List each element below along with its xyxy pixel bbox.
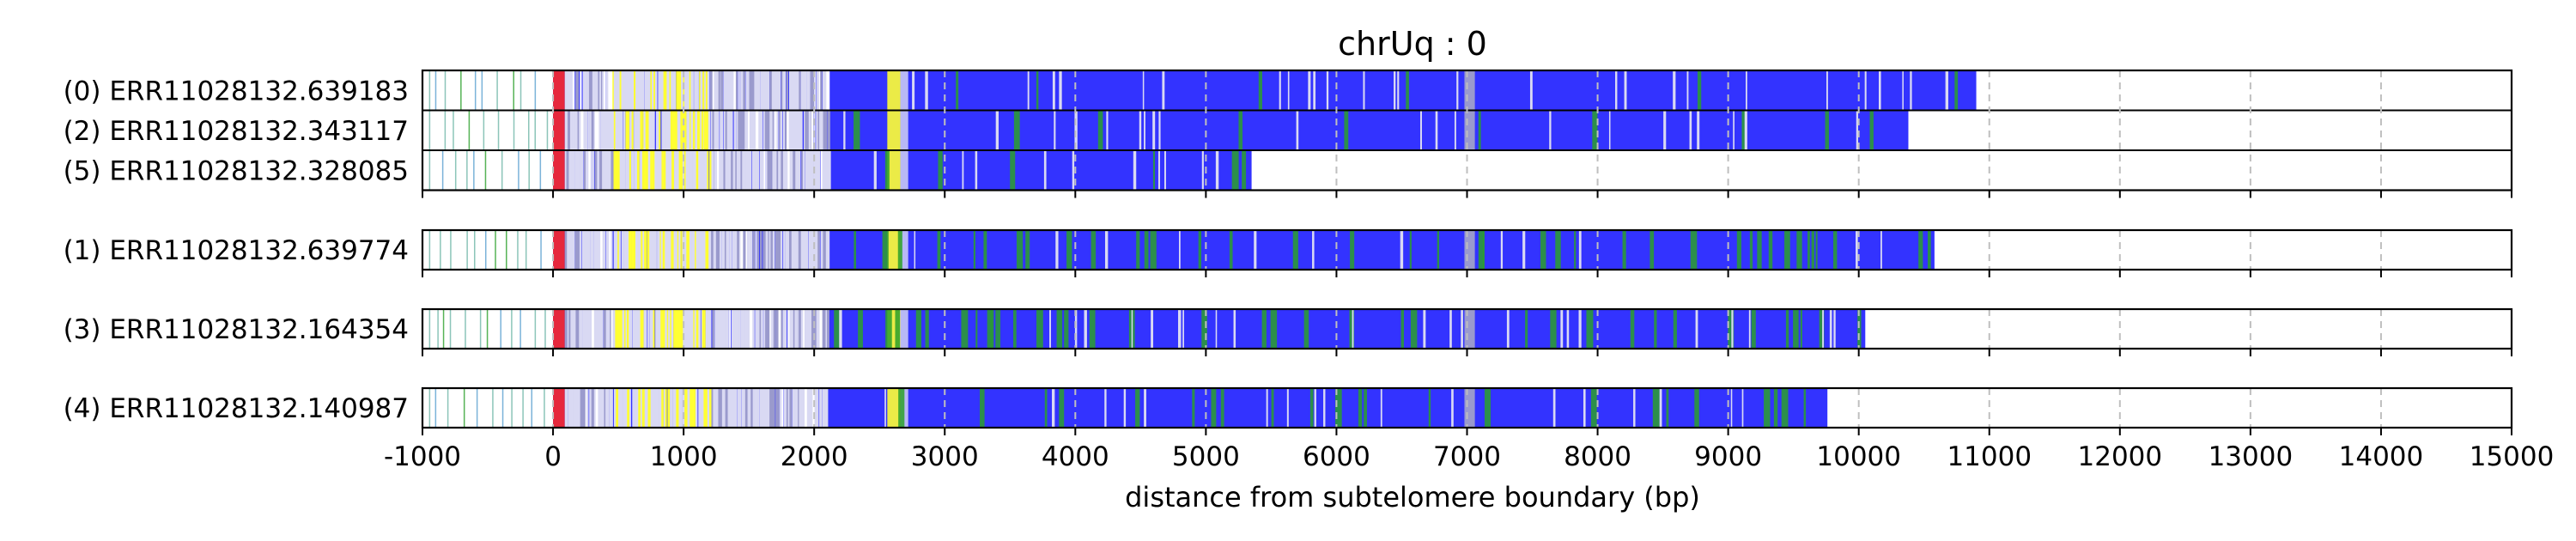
read-label: (4) ERR11028132.140987 — [64, 393, 409, 424]
read-group: (1) ERR11028132.639774 — [64, 228, 2513, 277]
read-label: (1) ERR11028132.639774 — [64, 235, 409, 266]
x-axis-label: distance from subtelomere boundary (bp) — [1125, 481, 1700, 514]
plot-area: (0) ERR11028132.639183 (2) ERR11028132.34… — [64, 69, 2555, 472]
read-group: (3) ERR11028132.164354 — [64, 307, 2513, 356]
x-tick-label: 2000 — [781, 441, 848, 472]
x-tick-label: 0 — [544, 441, 562, 472]
read-label: (0) ERR11028132.639183 — [64, 76, 409, 106]
read-track-3-1: (3) ERR11028132.164354 — [64, 310, 1866, 348]
x-tick-label: 11000 — [1947, 441, 2032, 472]
chart-title: chrUq : 0 — [1338, 25, 1487, 63]
x-tick-label: 4000 — [1042, 441, 1109, 472]
read-group: (0) ERR11028132.639183 (2) ERR11028132.34… — [64, 69, 2513, 198]
x-tick-label: 5000 — [1172, 441, 1240, 472]
read-track-1-1: (0) ERR11028132.639183 — [64, 71, 1977, 110]
x-tick-label: 8000 — [1564, 441, 1631, 472]
read-track-1-2: (2) ERR11028132.343117 — [64, 109, 2512, 149]
x-tick-label: -1000 — [384, 441, 461, 472]
read-label: (2) ERR11028132.343117 — [64, 116, 409, 147]
x-tick-label: 6000 — [1303, 441, 1370, 472]
x-tick-label: 13000 — [2208, 441, 2293, 472]
x-tick-label: 12000 — [2078, 441, 2163, 472]
x-tick-label: 10000 — [1816, 441, 1901, 472]
x-tick-label: 9000 — [1694, 441, 1762, 472]
x-tick-label: 15000 — [2470, 441, 2555, 472]
x-tick-label: 14000 — [2339, 441, 2424, 472]
x-tick-label: 7000 — [1433, 441, 1501, 472]
read-label: (3) ERR11028132.164354 — [64, 314, 409, 345]
read-track-2-1: (1) ERR11028132.639774 — [64, 231, 1935, 269]
read-label: (5) ERR11028132.328085 — [64, 155, 409, 186]
x-tick-label: 1000 — [650, 441, 718, 472]
x-tick-label: 3000 — [911, 441, 979, 472]
read-group: (4) ERR11028132.140987 — [64, 386, 2513, 435]
read-track-1-3: (5) ERR11028132.328085 — [64, 149, 2512, 190]
read-track-4-1: (4) ERR11028132.140987 — [64, 389, 1828, 427]
